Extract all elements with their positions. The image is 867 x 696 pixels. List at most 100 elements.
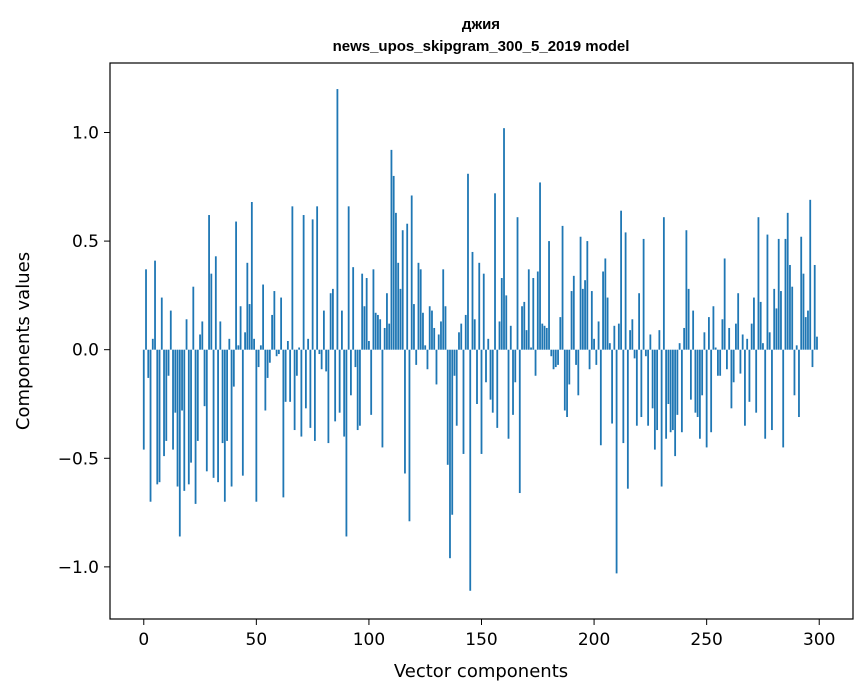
bar-60: [277, 349, 280, 355]
bar-295: [807, 310, 809, 350]
bar-94: [354, 349, 357, 368]
bar-214: [624, 232, 627, 350]
bar-16: [178, 349, 181, 537]
bar-184: [557, 349, 559, 365]
bar-288: [791, 286, 794, 350]
bar-221: [640, 349, 643, 418]
bar-246: [696, 349, 699, 418]
bar-171: [527, 269, 530, 350]
bar-80: [322, 310, 325, 350]
bar-12: [169, 310, 172, 350]
bar-283: [780, 291, 782, 350]
bar-276: [764, 349, 767, 439]
bar-245: [694, 349, 697, 413]
bar-113: [397, 262, 400, 350]
bar-291: [798, 349, 800, 418]
bar-190: [570, 291, 573, 350]
bar-116: [404, 349, 406, 474]
bar-150: [480, 349, 483, 454]
bar-131: [437, 334, 440, 350]
bar-132: [440, 321, 442, 350]
bar-298: [813, 264, 816, 350]
bar-100: [368, 341, 370, 350]
bar-257: [721, 319, 724, 350]
bar-202: [597, 321, 600, 350]
bar-243: [689, 349, 692, 400]
bar-98: [363, 306, 366, 350]
bar-226: [651, 349, 654, 409]
bar-162: [507, 349, 510, 439]
bar-3: [149, 349, 152, 502]
bar-88: [341, 310, 343, 350]
bar-187: [563, 349, 566, 411]
bar-135: [446, 349, 449, 465]
bar-177: [541, 323, 544, 350]
x-tick-label: 50: [246, 630, 268, 650]
bar-142: [462, 349, 465, 454]
bar-56: [268, 349, 271, 363]
bar-66: [291, 206, 294, 350]
bar-139: [455, 349, 458, 426]
bar-253: [712, 306, 715, 350]
bar-95: [356, 349, 359, 431]
bar-266: [741, 334, 744, 350]
bar-15: [176, 349, 179, 487]
bar-281: [775, 308, 778, 350]
bar-58: [273, 291, 276, 350]
bar-134: [444, 306, 447, 350]
bar-255: [717, 349, 719, 376]
bar-159: [500, 278, 503, 350]
bar-14: [174, 349, 177, 413]
bar-211: [617, 323, 620, 350]
bar-21: [190, 349, 192, 463]
bar-179: [545, 327, 548, 350]
bar-175: [536, 271, 539, 350]
bar-237: [676, 349, 679, 415]
bar-27: [203, 349, 206, 407]
bar-105: [379, 319, 382, 350]
bar-65: [289, 349, 292, 402]
bar-217: [631, 319, 634, 350]
bar-117: [406, 223, 409, 350]
bar-207: [608, 343, 611, 350]
bar-40: [232, 349, 235, 387]
bar-83: [329, 293, 332, 350]
bar-286: [786, 212, 789, 350]
bar-147: [473, 319, 476, 350]
bar-259: [726, 349, 728, 370]
bar-53: [262, 284, 264, 350]
bar-6: [156, 349, 159, 485]
bar-180: [548, 241, 550, 350]
bar-297: [811, 349, 814, 368]
bar-279: [771, 349, 773, 431]
bar-156: [494, 193, 496, 350]
bar-264: [737, 293, 740, 350]
bar-172: [530, 347, 532, 350]
bar-185: [559, 317, 562, 350]
bar-49: [253, 338, 255, 350]
bar-74: [309, 349, 312, 428]
bar-8: [160, 297, 163, 350]
y-tick-label: −1.0: [58, 558, 99, 578]
bar-200: [593, 338, 595, 350]
bar-114: [399, 288, 402, 350]
bar-37: [226, 349, 228, 441]
bar-278: [768, 332, 771, 350]
bar-289: [793, 349, 796, 396]
bar-197: [586, 241, 589, 350]
bar-112: [395, 212, 397, 350]
x-tick-label: 100: [353, 630, 385, 650]
bar-26: [201, 321, 204, 350]
bar-69: [298, 347, 301, 350]
bar-238: [678, 343, 681, 350]
plot-area-frame: [109, 62, 854, 620]
bar-107: [383, 327, 386, 350]
bar-222: [642, 238, 645, 350]
bar-29: [208, 215, 210, 350]
bar-220: [638, 293, 641, 350]
bar-129: [433, 327, 436, 350]
bar-124: [422, 312, 424, 350]
bar-103: [374, 312, 377, 350]
bar-91: [347, 206, 350, 350]
bar-210: [615, 349, 618, 574]
